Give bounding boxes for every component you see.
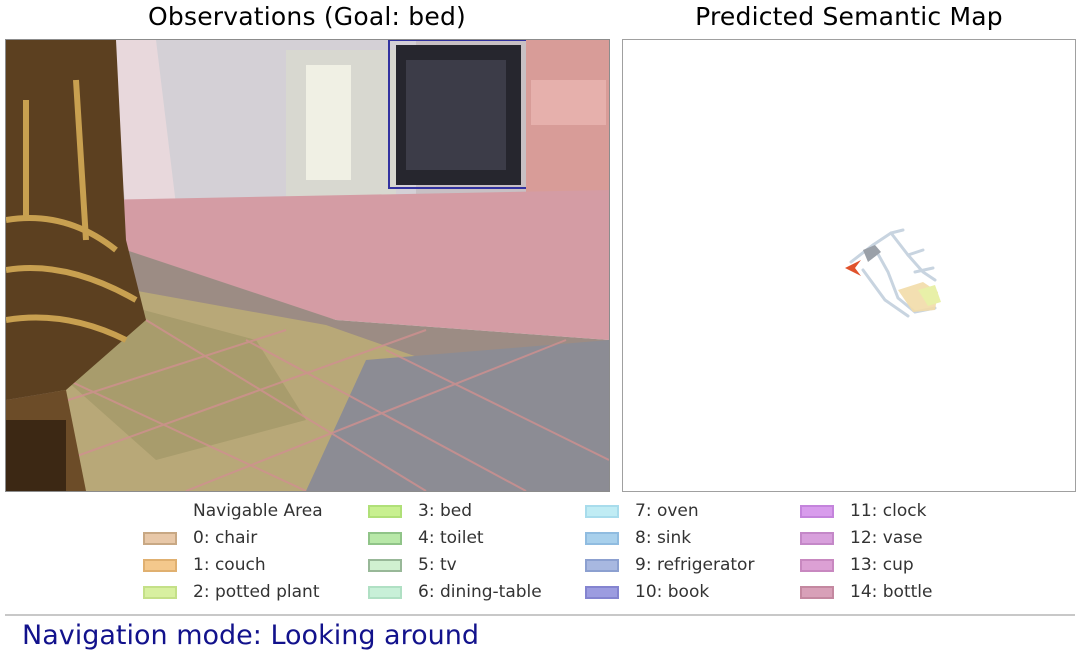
legend-chair: 0: chair: [143, 527, 257, 549]
legend-dining-table: 6: dining-table: [368, 581, 542, 603]
legend-navigable-area: Navigable Area: [193, 501, 323, 521]
legend-sink: 8: sink: [585, 527, 691, 549]
navigation-status: Navigation mode: Looking around: [22, 620, 479, 651]
legend-tv: 5: tv: [368, 554, 457, 576]
legend-book: 10: book: [585, 581, 709, 603]
semantic-map: [622, 39, 1076, 492]
semantic-map-title: Predicted Semantic Map: [695, 2, 1003, 31]
legend-bottle: 14: bottle: [800, 581, 932, 603]
legend-potted-plant: 2: potted plant: [143, 581, 320, 603]
legend-oven: 7: oven: [585, 500, 699, 522]
observation-view: [5, 39, 610, 492]
legend-clock: 11: clock: [800, 500, 926, 522]
semantic-map-canvas: [845, 228, 941, 318]
agent-arrow-icon: [845, 260, 861, 276]
legend-cup: 13: cup: [800, 554, 914, 576]
legend-toilet: 4: toilet: [368, 527, 484, 549]
legend-bed: 3: bed: [368, 500, 472, 522]
map-legend: Navigable Area 0: chair 1: couch 2: pott…: [0, 500, 1079, 608]
legend-vase: 12: vase: [800, 527, 923, 549]
legend-refrigerator: 9: refrigerator: [585, 554, 754, 576]
legend-couch: 1: couch: [143, 554, 266, 576]
divider: [5, 614, 1075, 616]
observation-image: [6, 40, 609, 491]
observations-title: Observations (Goal: bed): [148, 2, 466, 31]
